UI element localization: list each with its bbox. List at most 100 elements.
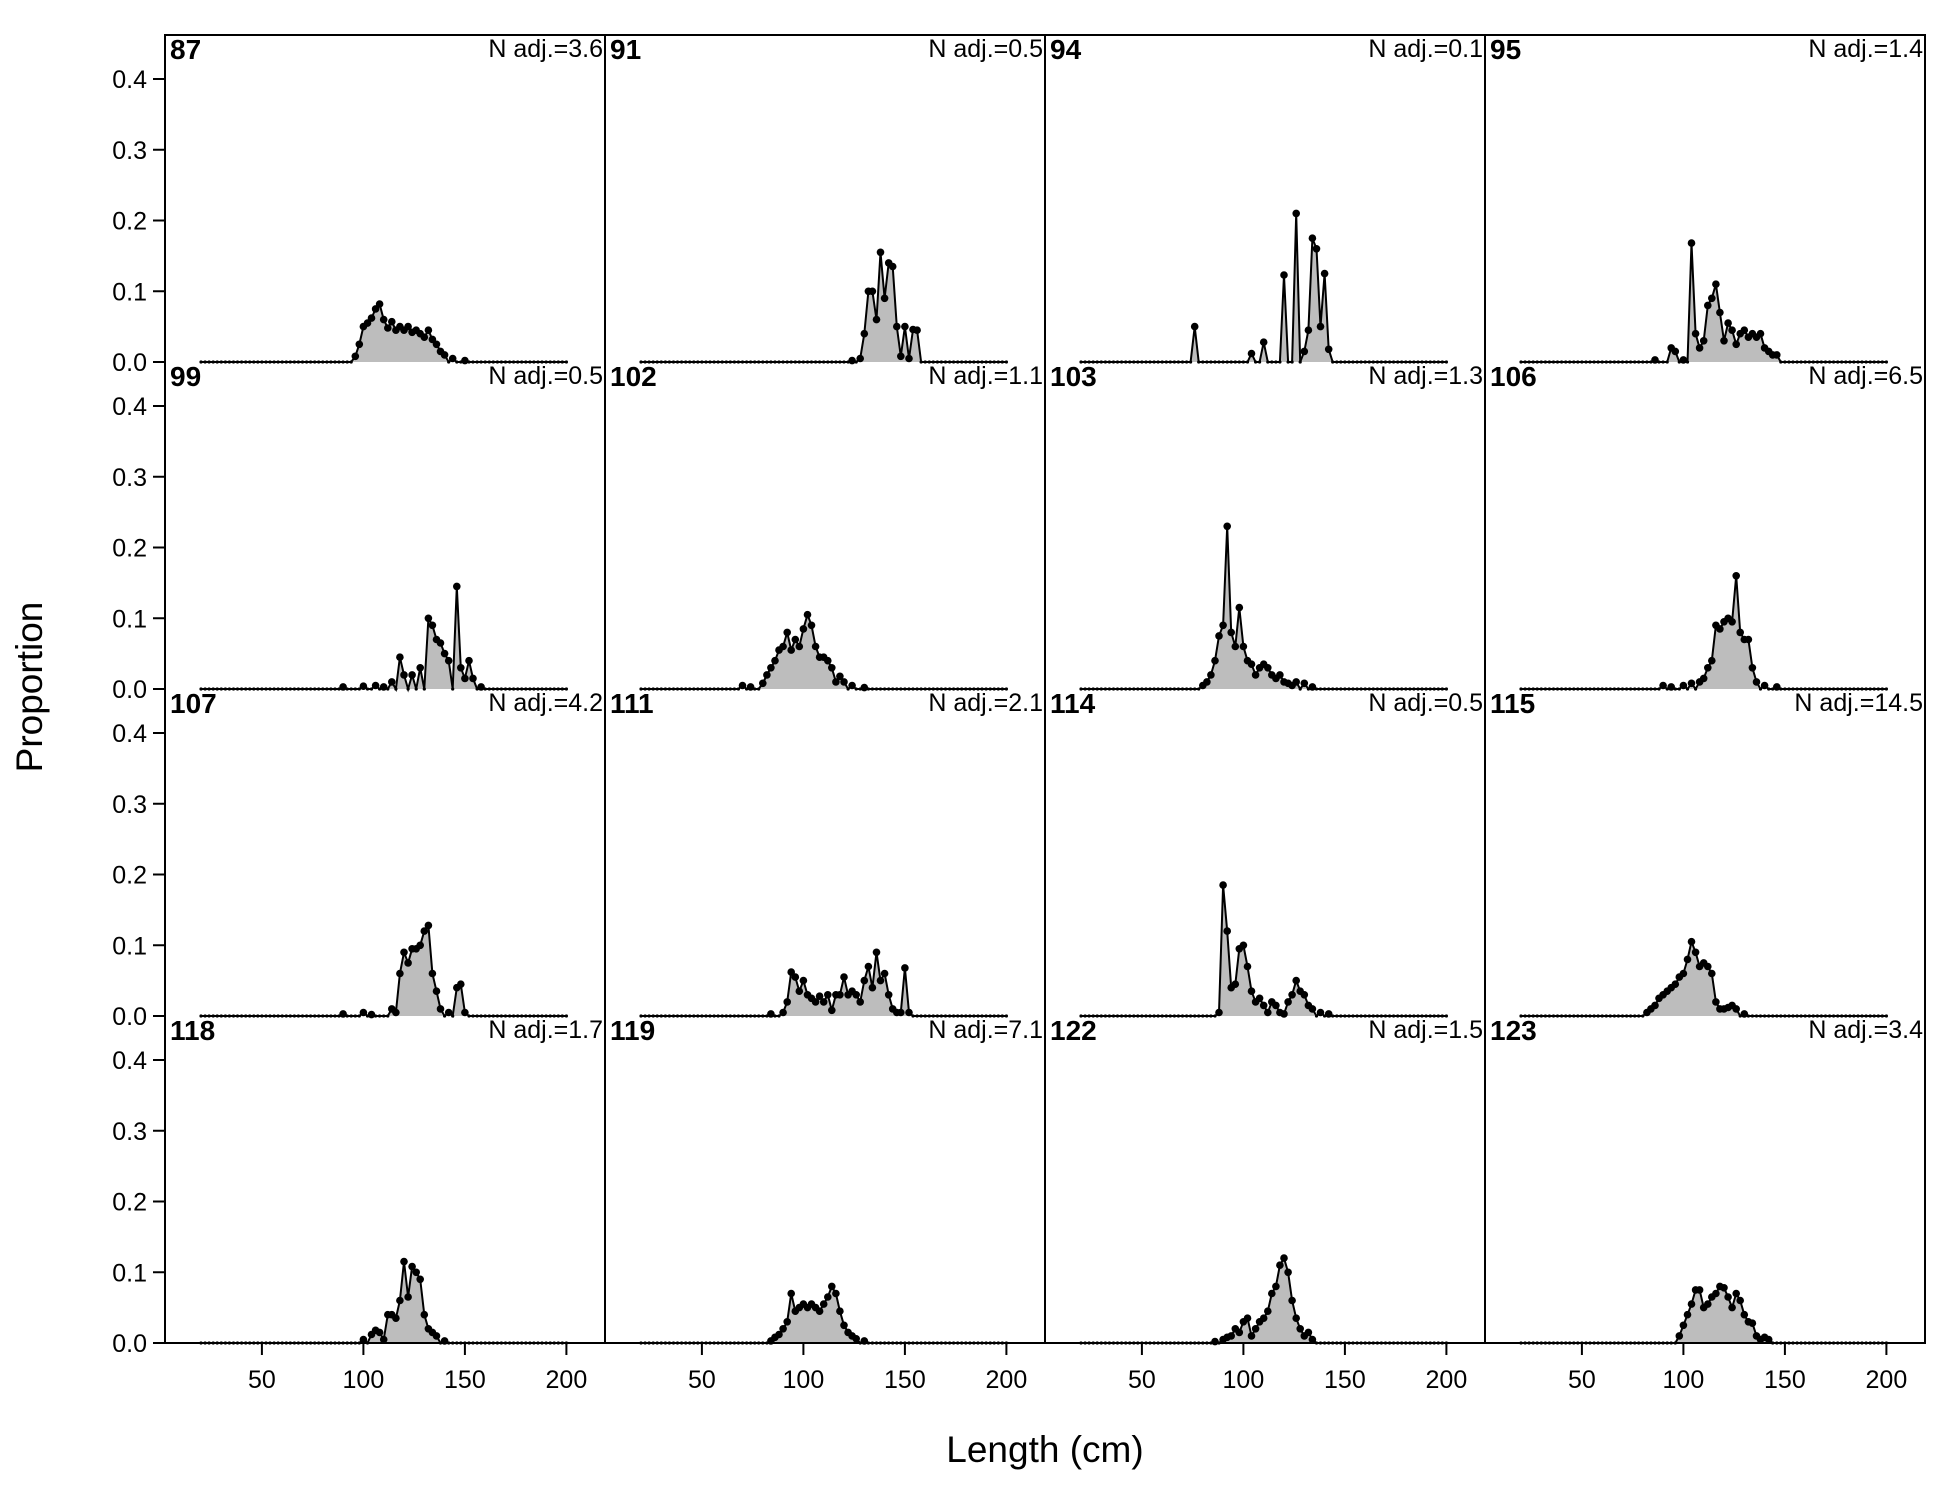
panel-119: 119 N adj.=7.1 — [610, 1015, 1043, 1345]
data-point — [671, 360, 676, 364]
data-point — [1148, 1014, 1152, 1018]
data-point — [379, 1335, 388, 1344]
data-point — [1783, 687, 1787, 691]
data-point — [1231, 980, 1240, 988]
data-point — [1844, 360, 1848, 364]
data-point — [528, 687, 532, 691]
data-point — [1828, 687, 1832, 691]
data-point — [1371, 687, 1375, 691]
data-point — [349, 360, 353, 364]
y-tick-label: 0.0 — [112, 1003, 147, 1031]
data-point — [1111, 360, 1116, 364]
data-point — [1799, 687, 1803, 691]
data-point — [1280, 1254, 1288, 1262]
data-point — [351, 352, 360, 361]
data-point — [818, 360, 822, 364]
data-point — [416, 1275, 425, 1284]
data-point — [1298, 360, 1302, 364]
data-point — [1608, 1014, 1612, 1018]
data-point — [540, 1014, 544, 1018]
data-point — [499, 360, 503, 364]
panel-94: 94 N adj.=0.1 — [1050, 34, 1483, 364]
data-point — [1787, 360, 1791, 364]
proportion-area-123 — [1521, 1286, 1887, 1343]
data-point — [1637, 360, 1641, 364]
panel-111: 111 N adj.=2.1 — [610, 688, 1043, 1018]
data-point — [1880, 360, 1884, 364]
data-point — [1803, 360, 1807, 364]
data-point — [935, 1014, 940, 1018]
data-point — [1444, 687, 1448, 691]
data-point — [560, 360, 564, 364]
data-point — [789, 360, 793, 364]
data-point — [777, 1014, 781, 1018]
data-point — [659, 1014, 663, 1018]
data-point — [1860, 1014, 1864, 1018]
data-point — [1190, 322, 1199, 331]
data-point — [1832, 1014, 1836, 1018]
data-point — [1527, 1014, 1531, 1018]
data-point — [1197, 1014, 1201, 1018]
data-point — [980, 360, 984, 364]
data-point — [1396, 360, 1400, 364]
proportion-area-111 — [641, 952, 1007, 1016]
data-point — [207, 687, 211, 691]
data-point — [1629, 687, 1633, 691]
data-point — [807, 621, 816, 630]
data-point — [256, 1014, 260, 1018]
data-point — [1620, 360, 1625, 364]
data-point — [1872, 360, 1876, 364]
data-point — [1292, 678, 1300, 686]
data-point — [349, 687, 353, 691]
data-point — [1201, 360, 1205, 364]
data-point — [1872, 1014, 1876, 1018]
data-point — [1264, 1307, 1272, 1315]
data-point — [1111, 1014, 1116, 1018]
axes-layer: 0.0 0.1 0.2 0.3 0.4 0.0 0.1 0.2 0.3 0.4 0.0 0.1 0.2 0… — [112, 34, 1926, 1394]
data-point — [1633, 360, 1637, 364]
data-point — [740, 1014, 745, 1018]
data-point — [305, 360, 309, 364]
data-point — [1531, 687, 1535, 691]
data-point — [309, 360, 313, 364]
data-point — [815, 992, 824, 1000]
data-point — [264, 1014, 268, 1018]
data-point — [475, 1014, 479, 1018]
proportion-area-102 — [641, 614, 1007, 689]
data-point — [1087, 1014, 1091, 1018]
data-point — [972, 687, 976, 691]
data-point — [1367, 360, 1371, 364]
panel-label: 114 — [1050, 688, 1096, 719]
data-point — [540, 687, 544, 691]
data-point — [1229, 360, 1233, 364]
data-point — [440, 351, 449, 359]
data-point — [1428, 1014, 1432, 1018]
panel-label: 115 — [1490, 688, 1535, 719]
data-point — [260, 1014, 264, 1018]
data-point — [1633, 687, 1637, 691]
data-point — [671, 687, 676, 691]
data-point — [382, 1014, 386, 1018]
data-point — [651, 360, 655, 364]
data-point — [256, 687, 260, 691]
panel-107: 107 N adj.=4.2 — [170, 688, 603, 1019]
data-point — [931, 1014, 935, 1018]
data-point — [276, 1014, 280, 1018]
data-point — [1107, 1014, 1111, 1018]
data-point — [483, 687, 487, 691]
data-point — [1637, 1014, 1641, 1018]
data-point — [1756, 329, 1765, 338]
data-point — [1280, 271, 1288, 279]
data-point — [1176, 360, 1180, 364]
data-point — [461, 356, 469, 365]
data-point — [769, 360, 773, 364]
y-tick-label: 0.1 — [112, 605, 147, 633]
data-point — [1324, 345, 1333, 354]
data-point — [1600, 360, 1604, 364]
data-point — [1791, 1014, 1795, 1018]
data-point — [1400, 687, 1404, 691]
data-point — [901, 322, 909, 331]
data-point — [1551, 1014, 1556, 1018]
data-point — [720, 360, 724, 364]
data-point — [1653, 687, 1657, 691]
